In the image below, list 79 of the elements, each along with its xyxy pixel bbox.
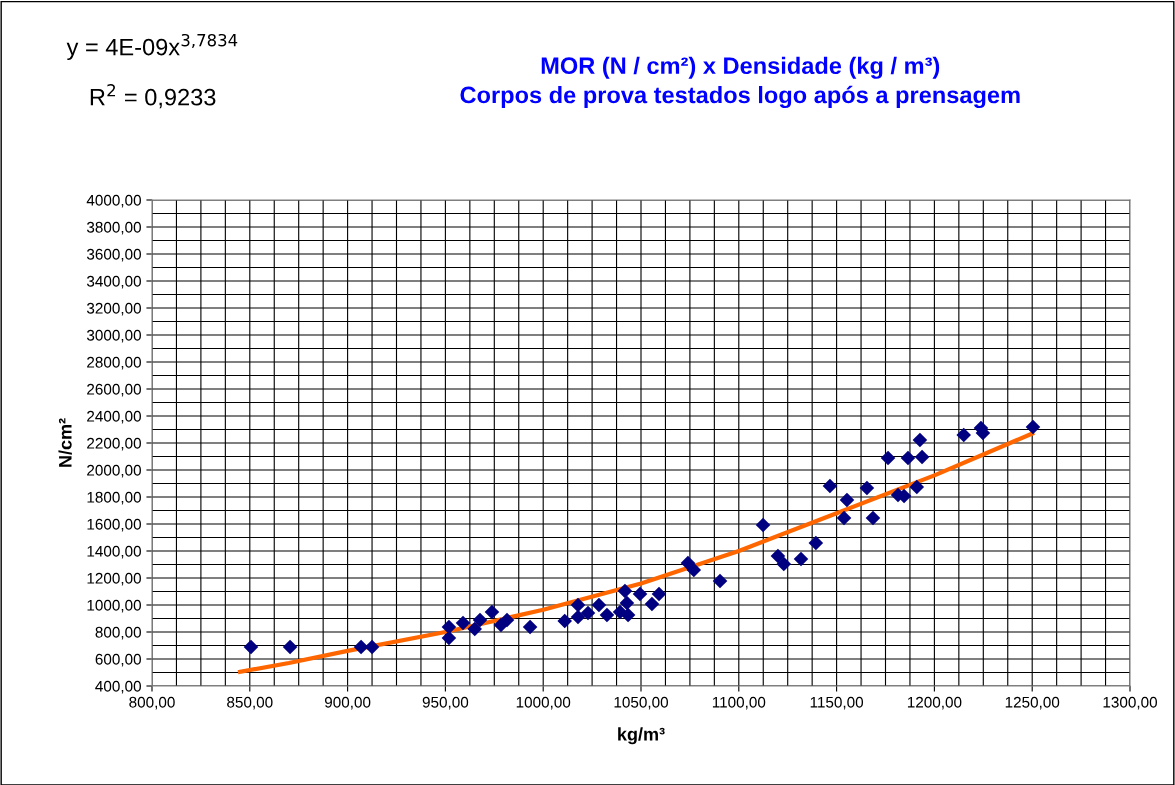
- y-tick-label: 1400,00: [87, 545, 141, 559]
- point: [755, 517, 771, 533]
- y-tick-label: 4000,00: [86, 194, 141, 208]
- x-tick-label: 1000,00: [516, 696, 571, 710]
- point: [620, 607, 636, 623]
- x-tick-label: 800,00: [129, 696, 175, 710]
- point: [651, 586, 667, 602]
- y-tick-label: 3200,00: [86, 302, 141, 316]
- point: [822, 478, 838, 494]
- y-tick-label: 1000,00: [87, 599, 141, 613]
- y-tick-label: 3800,00: [86, 221, 141, 235]
- point: [686, 562, 702, 578]
- y-tick-label: 400,00: [95, 680, 141, 694]
- y-tick-label: 2000,00: [87, 464, 141, 478]
- point: [617, 583, 633, 599]
- point: [580, 605, 596, 621]
- point: [865, 510, 881, 526]
- point: [243, 639, 259, 655]
- point: [900, 450, 916, 466]
- x-tick-label: 1200,00: [907, 696, 962, 710]
- y-tick-label: 2600,00: [87, 383, 141, 397]
- x-axis-title: kg/m³: [618, 727, 665, 745]
- point: [956, 427, 972, 443]
- point: [591, 597, 607, 613]
- point: [499, 612, 515, 628]
- point: [712, 573, 728, 589]
- point: [570, 597, 586, 613]
- point: [632, 586, 648, 602]
- x-tick-label: 1300,00: [1103, 696, 1158, 710]
- x-tick-label: 900,00: [324, 696, 371, 710]
- y-tick-label: 600,00: [95, 653, 141, 667]
- x-tick-label: 850,00: [227, 696, 273, 710]
- point: [455, 615, 471, 631]
- y-tick-label: 2200,00: [87, 437, 141, 451]
- point: [644, 596, 660, 612]
- point: [522, 619, 538, 635]
- x-tick-label: 1250,00: [1005, 696, 1060, 710]
- point: [599, 607, 615, 623]
- point: [912, 432, 928, 448]
- point: [484, 604, 500, 620]
- chart-title: MOR (N / cm²) x Densidade (kg / m³) Corpos de prova testados logo após a prensagem: [460, 56, 1020, 109]
- x-tick-label: 1100,00: [712, 696, 766, 710]
- point: [880, 450, 896, 466]
- point: [570, 609, 586, 625]
- point: [909, 479, 925, 495]
- y-tick-label: 3600,00: [86, 248, 141, 262]
- point: [836, 510, 852, 526]
- point: [467, 621, 483, 637]
- point: [776, 556, 792, 572]
- point: [619, 595, 635, 611]
- point: [441, 619, 457, 635]
- y-tick-label: 1600,00: [87, 518, 141, 532]
- y-tick-label: 2800,00: [87, 356, 141, 370]
- point: [680, 555, 696, 571]
- x-tick-label: 1050,00: [614, 696, 669, 710]
- point: [557, 613, 572, 629]
- point: [859, 480, 875, 496]
- y-tick-label: 2400,00: [87, 410, 141, 424]
- point: [1025, 419, 1041, 435]
- y-tick-label: 800,00: [95, 626, 141, 640]
- y-tick-label: 1800,00: [87, 491, 141, 505]
- point: [770, 548, 786, 564]
- y-tick-label: 3000,00: [86, 329, 141, 343]
- point: [353, 639, 369, 655]
- point: [793, 551, 809, 567]
- point: [364, 639, 380, 655]
- y-axis-title: N/cm²: [58, 418, 72, 467]
- point: [441, 630, 457, 646]
- point: [472, 612, 488, 628]
- text: y = 4E-09x$^{3,7834}$: [66, 33, 238, 61]
- point: [839, 492, 855, 508]
- text: R$^{2}$ = 0,9233: [90, 84, 216, 109]
- x-tick-label: 950,00: [422, 696, 469, 710]
- point: [282, 639, 298, 655]
- y-tick-label: 3400,00: [86, 275, 141, 289]
- point: [914, 449, 930, 465]
- x-tick-label: 1150,00: [810, 696, 864, 710]
- y-tick-label: 1200,00: [87, 572, 141, 586]
- point: [808, 535, 824, 551]
